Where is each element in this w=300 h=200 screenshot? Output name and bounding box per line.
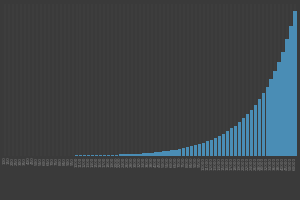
Bar xyxy=(106,155,110,156)
Bar xyxy=(99,155,102,156)
Bar xyxy=(218,136,221,156)
Bar xyxy=(274,71,277,156)
Bar xyxy=(250,110,253,156)
Bar xyxy=(111,155,114,156)
Bar xyxy=(281,52,285,156)
Bar xyxy=(162,151,166,156)
Bar xyxy=(146,153,150,156)
Bar xyxy=(142,153,146,156)
Bar xyxy=(130,154,134,156)
Bar xyxy=(198,144,201,156)
Bar xyxy=(290,26,293,156)
Bar xyxy=(266,87,269,156)
Bar xyxy=(246,114,249,156)
Bar xyxy=(154,152,158,156)
Bar xyxy=(278,62,281,156)
Bar xyxy=(115,155,118,156)
Bar xyxy=(95,155,98,156)
Bar xyxy=(134,154,138,156)
Bar xyxy=(226,131,229,156)
Bar xyxy=(166,151,170,156)
Bar xyxy=(150,153,154,156)
Bar xyxy=(222,134,225,156)
Bar xyxy=(206,141,209,156)
Bar xyxy=(230,128,233,156)
Bar xyxy=(75,155,78,156)
Bar xyxy=(91,155,94,156)
Bar xyxy=(269,79,273,156)
Bar xyxy=(210,140,213,156)
Bar xyxy=(254,105,257,156)
Bar xyxy=(178,149,182,156)
Bar xyxy=(190,146,194,156)
Bar xyxy=(293,11,297,156)
Bar xyxy=(170,150,173,156)
Bar xyxy=(214,138,217,156)
Bar xyxy=(182,148,185,156)
Bar xyxy=(202,143,205,156)
Bar xyxy=(87,155,90,156)
Bar xyxy=(118,154,122,156)
Bar xyxy=(79,155,82,156)
Bar xyxy=(285,39,289,156)
Bar xyxy=(122,154,126,156)
Bar xyxy=(194,145,197,156)
Bar xyxy=(174,150,178,156)
Bar xyxy=(262,93,265,156)
Bar xyxy=(258,99,261,156)
Bar xyxy=(138,154,142,156)
Bar xyxy=(242,118,245,156)
Bar xyxy=(158,152,162,156)
Bar xyxy=(234,126,237,156)
Bar xyxy=(186,147,189,156)
Bar xyxy=(83,155,86,156)
Bar xyxy=(127,154,130,156)
Bar xyxy=(103,155,106,156)
Bar xyxy=(238,122,241,156)
